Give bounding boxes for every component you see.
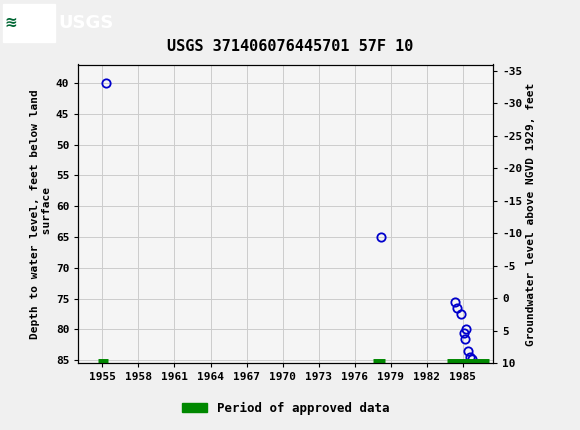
Y-axis label: Groundwater level above NGVD 1929, feet: Groundwater level above NGVD 1929, feet — [527, 82, 536, 346]
Text: ≋: ≋ — [5, 15, 17, 30]
Bar — [3, 3, 55, 42]
Legend: Period of approved data: Period of approved data — [177, 397, 394, 420]
Text: USGS 371406076445701 57F 10: USGS 371406076445701 57F 10 — [167, 39, 413, 54]
Y-axis label: Depth to water level, feet below land
 surface: Depth to water level, feet below land su… — [30, 89, 52, 339]
Text: USGS: USGS — [58, 14, 113, 31]
